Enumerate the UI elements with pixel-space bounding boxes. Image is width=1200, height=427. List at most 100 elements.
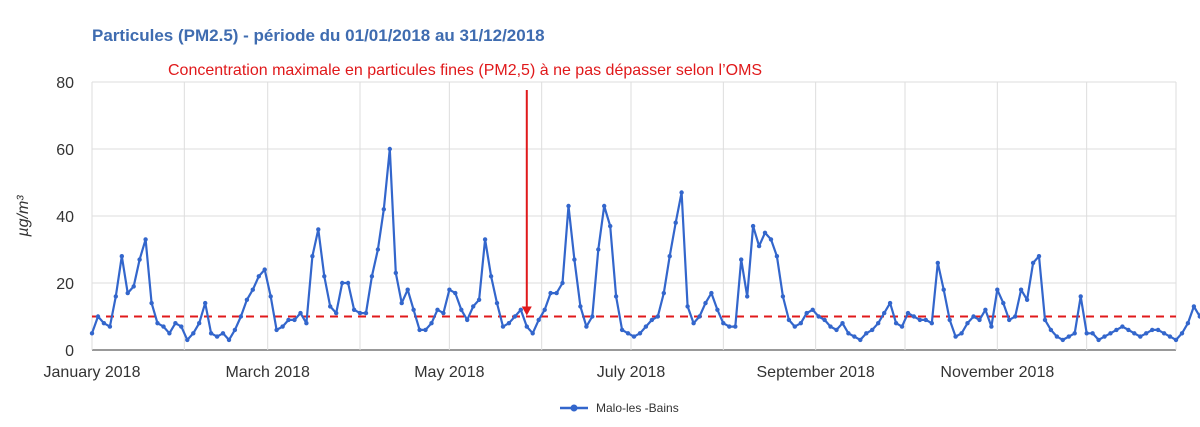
data-point bbox=[828, 324, 833, 329]
data-point bbox=[417, 327, 422, 333]
data-point bbox=[774, 254, 780, 259]
data-point bbox=[429, 321, 434, 326]
data-point bbox=[1001, 300, 1006, 306]
data-point bbox=[661, 290, 666, 296]
data-point bbox=[459, 307, 464, 312]
data-point bbox=[750, 223, 756, 229]
data-point bbox=[882, 310, 887, 316]
data-point bbox=[959, 331, 964, 336]
data-point bbox=[286, 317, 291, 323]
grid bbox=[91, 81, 1177, 351]
data-point bbox=[703, 300, 708, 306]
data-point bbox=[1155, 327, 1161, 333]
data-point bbox=[518, 307, 523, 312]
data-point bbox=[1114, 327, 1119, 333]
data-point bbox=[328, 304, 333, 309]
data-point bbox=[1030, 260, 1036, 266]
data-point bbox=[482, 237, 488, 242]
data-point bbox=[381, 207, 386, 212]
data-point bbox=[203, 300, 208, 306]
data-point bbox=[232, 327, 238, 333]
data-point bbox=[95, 314, 101, 319]
data-point bbox=[167, 331, 172, 336]
data-point bbox=[387, 146, 392, 152]
data-point bbox=[340, 280, 345, 286]
x-tick-label: March 2018 bbox=[225, 364, 310, 381]
data-point bbox=[840, 321, 845, 326]
data-point bbox=[739, 257, 744, 262]
data-point bbox=[804, 310, 809, 316]
y-tick-label: 40 bbox=[56, 209, 74, 226]
data-point bbox=[274, 327, 279, 333]
data-point bbox=[631, 334, 637, 339]
data-point bbox=[1150, 327, 1155, 333]
data-point bbox=[1066, 334, 1072, 339]
data-point bbox=[357, 310, 363, 316]
data-point bbox=[983, 307, 988, 312]
data-point bbox=[1013, 314, 1018, 319]
data-point bbox=[727, 324, 732, 329]
data-point bbox=[191, 331, 196, 336]
data-point bbox=[995, 287, 1000, 292]
data-point bbox=[1072, 331, 1077, 336]
data-point bbox=[399, 300, 404, 306]
series-layer bbox=[89, 146, 1200, 343]
y-tick-label: 0 bbox=[65, 343, 74, 360]
data-point bbox=[262, 267, 267, 272]
data-point bbox=[1144, 331, 1149, 336]
y-tick-label: 60 bbox=[56, 142, 74, 159]
data-point bbox=[613, 294, 619, 299]
data-point bbox=[649, 317, 655, 323]
data-point bbox=[721, 321, 726, 326]
data-point bbox=[292, 317, 297, 323]
data-point bbox=[1191, 304, 1197, 309]
data-point bbox=[119, 254, 125, 259]
data-point bbox=[1084, 331, 1089, 336]
y-axis-label: µg/m³ bbox=[15, 195, 32, 238]
data-point bbox=[870, 327, 875, 333]
data-point bbox=[268, 294, 273, 299]
data-point bbox=[590, 314, 595, 319]
data-point bbox=[101, 321, 107, 326]
data-point bbox=[1179, 331, 1185, 336]
data-point bbox=[709, 290, 714, 296]
data-point bbox=[786, 317, 792, 323]
data-point bbox=[697, 314, 702, 319]
y-tick-label: 80 bbox=[56, 75, 74, 92]
data-point bbox=[935, 260, 940, 266]
data-point bbox=[512, 314, 518, 319]
legend: Malo-les -Bains bbox=[560, 401, 679, 415]
series-line bbox=[90, 147, 1200, 341]
data-point bbox=[584, 324, 589, 329]
data-point bbox=[560, 280, 565, 286]
y-tick-label: 20 bbox=[56, 276, 74, 293]
data-point bbox=[602, 203, 607, 209]
data-point bbox=[893, 321, 899, 326]
data-point bbox=[810, 307, 815, 312]
data-point bbox=[733, 324, 738, 329]
data-point bbox=[226, 337, 232, 343]
x-tick-label: November 2018 bbox=[940, 364, 1054, 381]
x-tick-label: May 2018 bbox=[414, 364, 484, 381]
data-point bbox=[977, 317, 982, 323]
data-point bbox=[756, 243, 762, 249]
data-point bbox=[298, 310, 303, 316]
data-point bbox=[530, 331, 535, 336]
data-point bbox=[887, 300, 893, 306]
data-point bbox=[655, 314, 660, 319]
axes: 0 20 40 60 80 January 2018 March 2018 May 2018 J… bbox=[15, 75, 1054, 381]
data-point bbox=[435, 307, 440, 312]
data-point bbox=[423, 327, 428, 333]
data-point bbox=[917, 317, 923, 323]
data-point bbox=[679, 190, 684, 195]
data-point bbox=[941, 287, 946, 292]
data-point bbox=[345, 280, 351, 286]
data-point bbox=[238, 314, 244, 319]
data-point bbox=[858, 337, 863, 343]
data-point bbox=[596, 247, 601, 252]
data-point bbox=[334, 310, 339, 316]
data-point bbox=[1120, 324, 1125, 329]
data-point bbox=[137, 257, 142, 262]
data-point bbox=[554, 290, 559, 296]
data-point bbox=[548, 290, 553, 296]
